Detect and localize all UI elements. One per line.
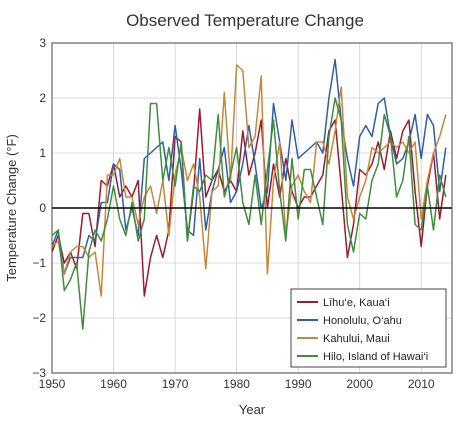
x-tick-label: 1960 [100,377,127,391]
y-tick-label: −1 [32,256,46,270]
x-tick-label: 1990 [285,377,312,391]
legend-label: Līhu‘e, Kaua‘i [323,297,390,309]
legend: Līhu‘e, Kaua‘i Honolulu, O‘ahu Kahului, Ma… [290,288,447,368]
x-axis-ticks: 1950 1960 1970 1980 1990 2000 2010 [39,377,435,391]
x-tick-label: 1950 [39,377,66,391]
y-axis-ticks: 3 2 1 0 −1 −2 −3 [32,36,46,380]
y-axis-label: Temperature Change (°F) [4,134,19,282]
x-tick-label: 2000 [346,377,373,391]
y-tick-label: 2 [39,91,46,105]
legend-label: Hilo, Island of Hawai‘i [323,351,428,363]
legend-label: Kahului, Maui [323,333,390,345]
x-tick-label: 2010 [408,377,435,391]
y-tick-label: −2 [32,311,46,325]
x-tick-label: 1970 [162,377,189,391]
legend-label: Honolulu, O‘ahu [323,315,402,327]
x-tick-label: 1980 [223,377,250,391]
chart-title: Observed Temperature Change [126,11,364,30]
series-line-1 [51,58,447,275]
y-tick-label: 3 [39,36,46,50]
y-tick-label: 0 [39,201,46,215]
y-tick-label: 1 [39,146,46,160]
x-axis-label: Year [239,402,266,417]
y-tick-label: −3 [32,366,46,380]
